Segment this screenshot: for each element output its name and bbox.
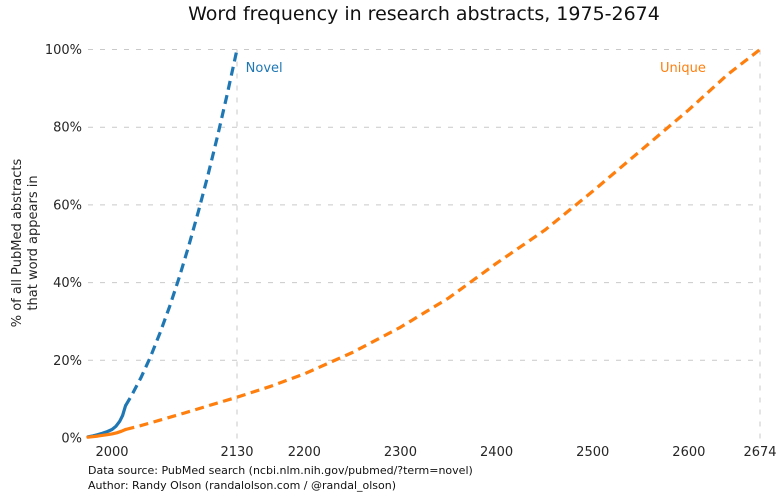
x-tick-label: 2500 [576, 445, 609, 460]
y-tick-label: 60% [53, 198, 82, 213]
x-tick-label: 2300 [384, 445, 417, 460]
y-tick-label: 80% [53, 121, 82, 136]
y-tick-label: 40% [53, 276, 82, 291]
x-tick-label: 2400 [480, 445, 513, 460]
x-tick-label: 2674 [743, 445, 776, 460]
series-unique-dashed-line [125, 48, 761, 432]
y-tick-label: 100% [45, 43, 82, 58]
series-novel-dashed-line [124, 49, 239, 407]
x-tick-label: 2200 [288, 445, 321, 460]
footer-author: Author: Randy Olson (randalolson.com / @… [88, 479, 397, 492]
series-label-unique: Unique [660, 61, 706, 76]
x-tick-label: 2600 [672, 445, 705, 460]
y-tick-label: 0% [61, 432, 82, 447]
series-label-novel: Novel [246, 61, 283, 76]
series-unique-solid-line [86, 427, 128, 439]
x-tick-label: 2130 [220, 445, 253, 460]
footer-data-source: Data source: PubMed search (ncbi.nlm.nih… [88, 464, 473, 477]
chart-title: Word frequency in research abstracts, 19… [188, 3, 660, 25]
y-tick-label: 20% [53, 354, 82, 369]
x-tick-label: 2000 [95, 445, 128, 460]
